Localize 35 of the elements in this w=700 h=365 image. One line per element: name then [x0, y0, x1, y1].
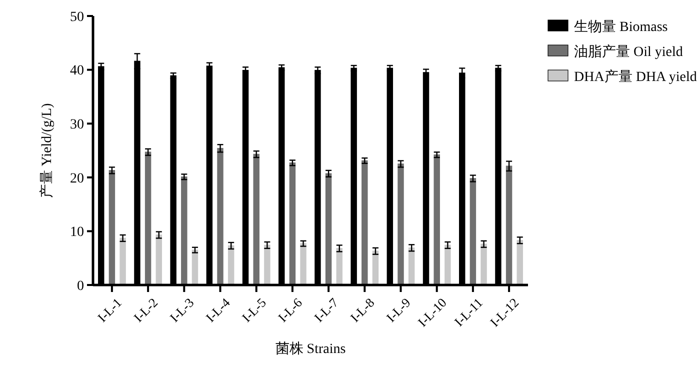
bar — [192, 250, 198, 286]
bar — [336, 248, 342, 286]
y-tick-label: 0 — [77, 278, 84, 294]
bar — [325, 173, 332, 286]
bar — [144, 152, 152, 286]
bar — [362, 160, 368, 286]
y-tick-label: 50 — [70, 10, 84, 25]
bar — [372, 250, 379, 286]
legend-label: DHA产量 DHA yield — [574, 68, 697, 85]
bar — [434, 154, 440, 286]
bar — [516, 240, 523, 286]
y-tick-label: 10 — [70, 225, 84, 240]
bar — [108, 170, 116, 286]
x-axis-title: 菌株 Strains — [275, 341, 346, 357]
bar — [444, 244, 451, 286]
bar — [120, 238, 126, 286]
legend-label: 油脂产量 Oil yield — [574, 44, 683, 60]
bar — [398, 164, 404, 286]
y-tick-label: 40 — [70, 64, 84, 79]
y-tick-label: 30 — [70, 118, 84, 132]
bar — [156, 234, 162, 286]
bar — [470, 178, 476, 286]
bar — [228, 245, 234, 286]
bar — [289, 162, 296, 286]
bar — [480, 244, 487, 286]
y-tick-label: 20 — [70, 171, 84, 186]
bar — [181, 176, 188, 286]
legend-label: 生物量 Biomass — [574, 18, 668, 35]
bar — [253, 154, 260, 286]
bar — [264, 244, 270, 286]
bar — [300, 243, 306, 286]
bar — [506, 166, 512, 286]
bar — [408, 247, 415, 286]
bar — [217, 148, 224, 286]
y-axis-title: 产量 Yield/(g/L) — [39, 102, 55, 198]
